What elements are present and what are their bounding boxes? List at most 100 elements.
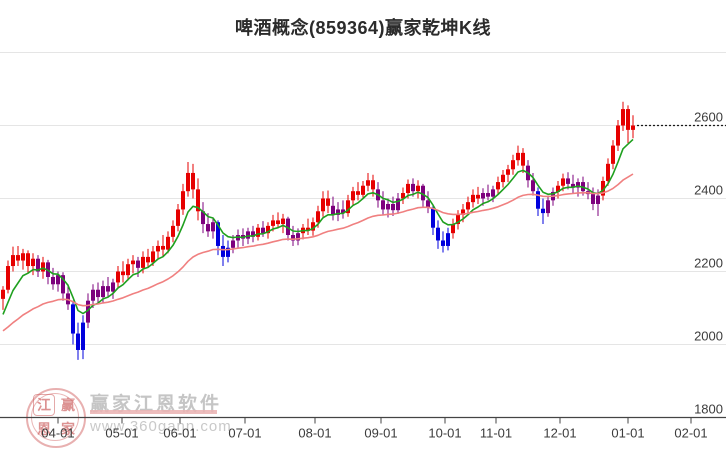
candle-body xyxy=(576,182,580,188)
candle-body xyxy=(231,240,235,248)
candle-body xyxy=(346,200,350,214)
candle-body xyxy=(26,253,30,267)
candle-body xyxy=(111,282,115,292)
candle-body xyxy=(181,191,185,210)
candle-body xyxy=(151,251,155,263)
candle-body xyxy=(106,286,110,292)
candle-body xyxy=(491,189,495,197)
candle-body xyxy=(396,198,400,211)
candle-body xyxy=(21,253,25,261)
candle-body xyxy=(431,207,435,228)
x-axis-label: 07-01 xyxy=(228,426,261,441)
candle-body xyxy=(466,202,470,210)
logo-char: 家 xyxy=(61,421,75,437)
candle-body xyxy=(156,245,160,252)
candle-body xyxy=(441,240,445,246)
candle-body xyxy=(591,194,595,204)
short-ma-line xyxy=(2,138,634,315)
x-axis-label: 05-01 xyxy=(105,426,138,441)
x-axis-label: 09-01 xyxy=(364,426,397,441)
candle-body xyxy=(116,271,120,283)
candle-body xyxy=(391,203,395,211)
candle-body xyxy=(161,245,165,250)
candle-body xyxy=(31,258,35,267)
candle-body xyxy=(626,109,630,130)
candle-body xyxy=(481,193,485,199)
logo-char: 赢 xyxy=(61,397,75,413)
candle-body xyxy=(221,245,225,257)
y-axis-label: 2200 xyxy=(694,256,723,271)
candle-body xyxy=(121,271,125,276)
candle-body xyxy=(326,198,330,206)
candle-body xyxy=(331,205,335,215)
candle-body xyxy=(216,222,220,246)
candle-body xyxy=(401,193,405,199)
candle-body xyxy=(411,183,415,192)
y-axis-label: 2400 xyxy=(694,183,723,198)
candle-body xyxy=(456,214,460,225)
candle-body xyxy=(276,220,280,225)
candle-body xyxy=(556,185,560,192)
candle-body xyxy=(296,233,300,241)
x-axis-label: 11-01 xyxy=(480,426,512,441)
candle-body xyxy=(171,225,175,237)
candle-body xyxy=(596,195,600,204)
candle-body xyxy=(291,235,295,241)
candle-body xyxy=(71,304,75,334)
candle-body xyxy=(1,289,5,299)
candle-body xyxy=(336,209,340,215)
candle-body xyxy=(496,182,500,190)
candle-body xyxy=(306,227,310,231)
candle-body xyxy=(501,174,505,183)
x-axis-label: 02-01 xyxy=(674,426,707,441)
x-axis-label: 08-01 xyxy=(298,426,331,441)
candle-body xyxy=(451,224,455,234)
y-axis-label: 2600 xyxy=(694,110,723,125)
candle-body xyxy=(461,209,465,215)
candle-body xyxy=(611,145,615,164)
x-axis-label: 04-01 xyxy=(41,426,74,441)
candle-body xyxy=(516,152,520,161)
y-axis-label: 1800 xyxy=(694,402,723,417)
candle-body xyxy=(206,224,210,232)
candle-body xyxy=(136,260,140,268)
candle-body xyxy=(506,169,510,175)
candle-body xyxy=(521,152,525,166)
candle-body xyxy=(366,180,370,186)
candle-body xyxy=(546,200,550,214)
candle-body xyxy=(271,220,275,226)
candle-body xyxy=(321,198,325,212)
candle-body xyxy=(256,227,260,237)
candle-body xyxy=(311,222,315,231)
long-ma-line xyxy=(2,173,634,332)
candle-body xyxy=(511,160,515,170)
candle-body xyxy=(601,180,605,196)
candle-body xyxy=(286,218,290,235)
candle-body xyxy=(126,264,130,276)
candle-body xyxy=(606,163,610,181)
candle-body xyxy=(186,172,190,192)
candle-body xyxy=(571,183,575,188)
candle-body xyxy=(566,178,570,184)
candle-body xyxy=(146,256,150,263)
candle-body xyxy=(356,191,360,195)
candle-body xyxy=(531,180,535,192)
candle-body xyxy=(91,289,95,301)
candle-body xyxy=(631,125,635,130)
candle-body xyxy=(166,236,170,250)
candle-body xyxy=(416,185,420,192)
candle-body xyxy=(621,109,625,126)
watermark-url: www.360gann.com xyxy=(90,418,232,435)
candle-body xyxy=(196,189,200,212)
candle-body xyxy=(246,231,250,239)
candle-body xyxy=(561,178,565,186)
candle-body xyxy=(426,200,430,208)
candle-body xyxy=(541,208,545,214)
candle-body xyxy=(386,203,390,210)
x-axis-label: 06-01 xyxy=(163,426,196,441)
x-axis-label: 12-01 xyxy=(543,426,576,441)
candle-body xyxy=(101,286,105,298)
candle-body xyxy=(176,209,180,226)
candle-body xyxy=(471,194,475,203)
